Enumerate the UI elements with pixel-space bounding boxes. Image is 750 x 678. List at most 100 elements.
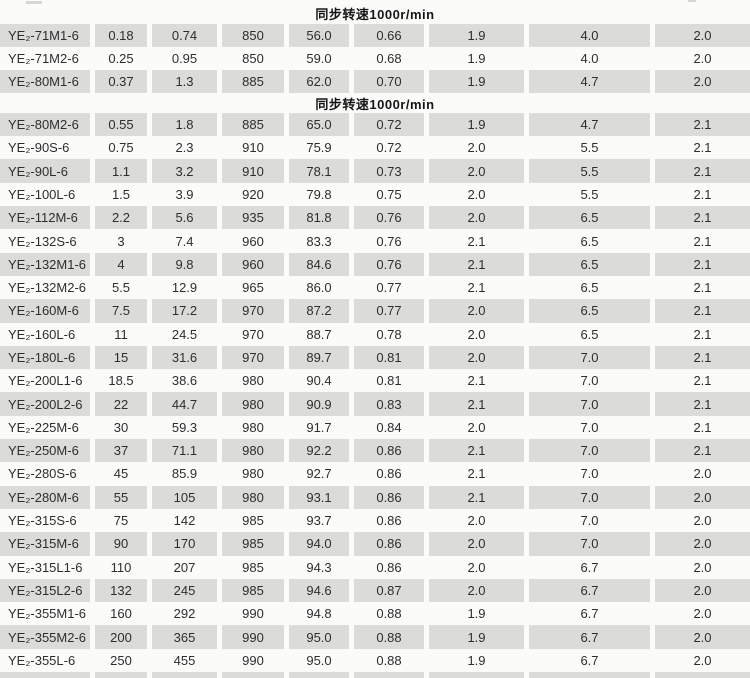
value-cell: 2.0 — [424, 206, 524, 230]
value-cell: 910 — [217, 159, 284, 183]
value-cell: 980 — [217, 392, 284, 416]
value-cell: 94.0 — [284, 532, 349, 556]
value-cell: 0.83 — [349, 392, 424, 416]
value-cell: 455 — [147, 648, 217, 673]
model-cell: YE₂-200L2-6 — [0, 392, 90, 416]
value-cell: 7.0 — [524, 415, 650, 440]
value-cell: 6.5 — [524, 206, 650, 230]
value-cell: 6.7 — [524, 625, 650, 649]
value-cell: 30 — [90, 415, 147, 440]
value-cell: 5.6 — [147, 206, 217, 230]
value-cell: 7.0 — [524, 462, 650, 486]
value-cell: 7.4 — [147, 229, 217, 253]
model-cell: YE₂-355M2-6 — [0, 625, 90, 649]
model-cell: YE₂-355L-6 — [8, 652, 76, 668]
value-cell: 0.75 — [90, 136, 147, 160]
value-cell: 79.8 — [284, 182, 349, 207]
value-cell: 2.0 — [650, 508, 750, 533]
value-cell: 0.95 — [147, 46, 217, 71]
value-cell: 91.7 — [284, 415, 349, 440]
model-cell: YE₂-315L1-6 — [8, 559, 83, 575]
value-cell: 65.0 — [284, 112, 349, 137]
value-cell: 7.5 — [90, 299, 147, 323]
table-row: YE₂-132M2-6 5.5 12.9 965 86.0 0.77 2.1 6.5 2.1 — [0, 275, 750, 300]
value-cell: 90 — [90, 532, 147, 556]
value-cell: 3.9 — [147, 182, 217, 207]
value-cell: 4.0 — [524, 46, 650, 71]
value-cell: 2.0 — [650, 555, 750, 579]
value-cell: 90.4 — [284, 369, 349, 393]
value-cell: 0.88 — [349, 648, 424, 673]
cropped-row-top-remnant — [0, 0, 750, 4]
value-cell: 83.3 — [284, 229, 349, 253]
cropped-row-bottom — [0, 672, 750, 678]
model-cell: YE₂-315M-6 — [0, 532, 90, 556]
value-cell: 885 — [217, 70, 284, 94]
value-cell: 2.0 — [424, 532, 524, 556]
value-cell: 5.5 — [524, 159, 650, 183]
value-cell: 110 — [90, 555, 147, 579]
value-cell: 1.9 — [424, 602, 524, 626]
value-cell: 6.5 — [524, 229, 650, 253]
table-row: YE₂-160M-6 7.5 17.2 970 87.2 0.77 2.0 6.5 2.1 — [0, 299, 750, 323]
model-cell: YE₂-80M1-6 — [0, 70, 90, 94]
value-cell: 2.1 — [650, 392, 750, 416]
value-cell: 59.0 — [284, 46, 349, 71]
value-cell: 81.8 — [284, 206, 349, 230]
table-row: YE₂-71M1-6 0.18 0.74 850 56.0 0.66 1.9 4.0 2.0 — [0, 23, 750, 47]
model-cell: YE₂-280M-6 — [0, 485, 90, 509]
value-cell: 2.0 — [650, 625, 750, 649]
value-cell: 0.88 — [349, 625, 424, 649]
value-cell: 0.86 — [349, 532, 424, 556]
value-cell: 980 — [217, 485, 284, 509]
value-cell: 0.18 — [90, 23, 147, 47]
value-cell: 44.7 — [147, 392, 217, 416]
model-cell: YE₂-180L-6 — [0, 345, 90, 370]
model-cell: YE₂-160L-6 — [8, 326, 76, 342]
value-cell: 0.37 — [90, 70, 147, 94]
value-cell: 2.0 — [424, 299, 524, 323]
value-cell: 45 — [90, 462, 147, 486]
table-row: YE₂-80M1-6 0.37 1.3 885 62.0 0.70 1.9 4.7 2.0 — [0, 70, 750, 94]
value-cell: 2.1 — [650, 182, 750, 207]
value-cell: 87.2 — [284, 299, 349, 323]
value-cell: 292 — [147, 602, 217, 626]
value-cell: 1.9 — [424, 46, 524, 71]
table-row: YE₂-100L-6 1.5 3.9 920 79.8 0.75 2.0 5.5 2.1 — [0, 182, 750, 207]
value-cell: 4 — [90, 252, 147, 276]
value-cell: 2.1 — [650, 369, 750, 393]
model-cell: YE₂-80M2-6 — [0, 112, 90, 137]
value-cell: 2.1 — [424, 369, 524, 393]
value-cell: 2.0 — [650, 23, 750, 47]
value-cell: 6.5 — [524, 322, 650, 346]
table-row-partial — [0, 672, 750, 678]
value-cell: 2.0 — [424, 136, 524, 160]
value-cell: 95.0 — [284, 648, 349, 673]
value-cell: 6.7 — [524, 602, 650, 626]
value-cell: 11 — [90, 322, 147, 346]
value-cell: 920 — [217, 182, 284, 207]
value-cell: 985 — [217, 508, 284, 533]
value-cell: 85.9 — [147, 462, 217, 486]
value-cell: 78.1 — [284, 159, 349, 183]
value-cell: 2.0 — [650, 532, 750, 556]
value-cell: 0.77 — [349, 275, 424, 300]
value-cell: 62.0 — [284, 70, 349, 94]
value-cell: 0.86 — [349, 555, 424, 579]
value-cell: 980 — [217, 439, 284, 463]
value-cell: 7.0 — [524, 345, 650, 370]
value-cell: 0.88 — [349, 602, 424, 626]
table-row: YE₂-315L2-6 132 245 985 94.6 0.87 2.0 6.7 2.0 — [0, 578, 750, 603]
value-cell: 2.1 — [424, 229, 524, 253]
model-cell: YE₂-71M1-6 — [0, 23, 90, 47]
value-cell: 2.0 — [650, 462, 750, 486]
value-cell: 12.9 — [147, 275, 217, 300]
value-cell: 1.9 — [424, 70, 524, 94]
value-cell: 2.1 — [650, 345, 750, 370]
value-cell: 910 — [217, 136, 284, 160]
value-cell: 55 — [90, 485, 147, 509]
value-cell: 7.0 — [524, 439, 650, 463]
value-cell: 92.7 — [284, 462, 349, 486]
value-cell: 105 — [147, 485, 217, 509]
value-cell: 2.1 — [650, 112, 750, 137]
